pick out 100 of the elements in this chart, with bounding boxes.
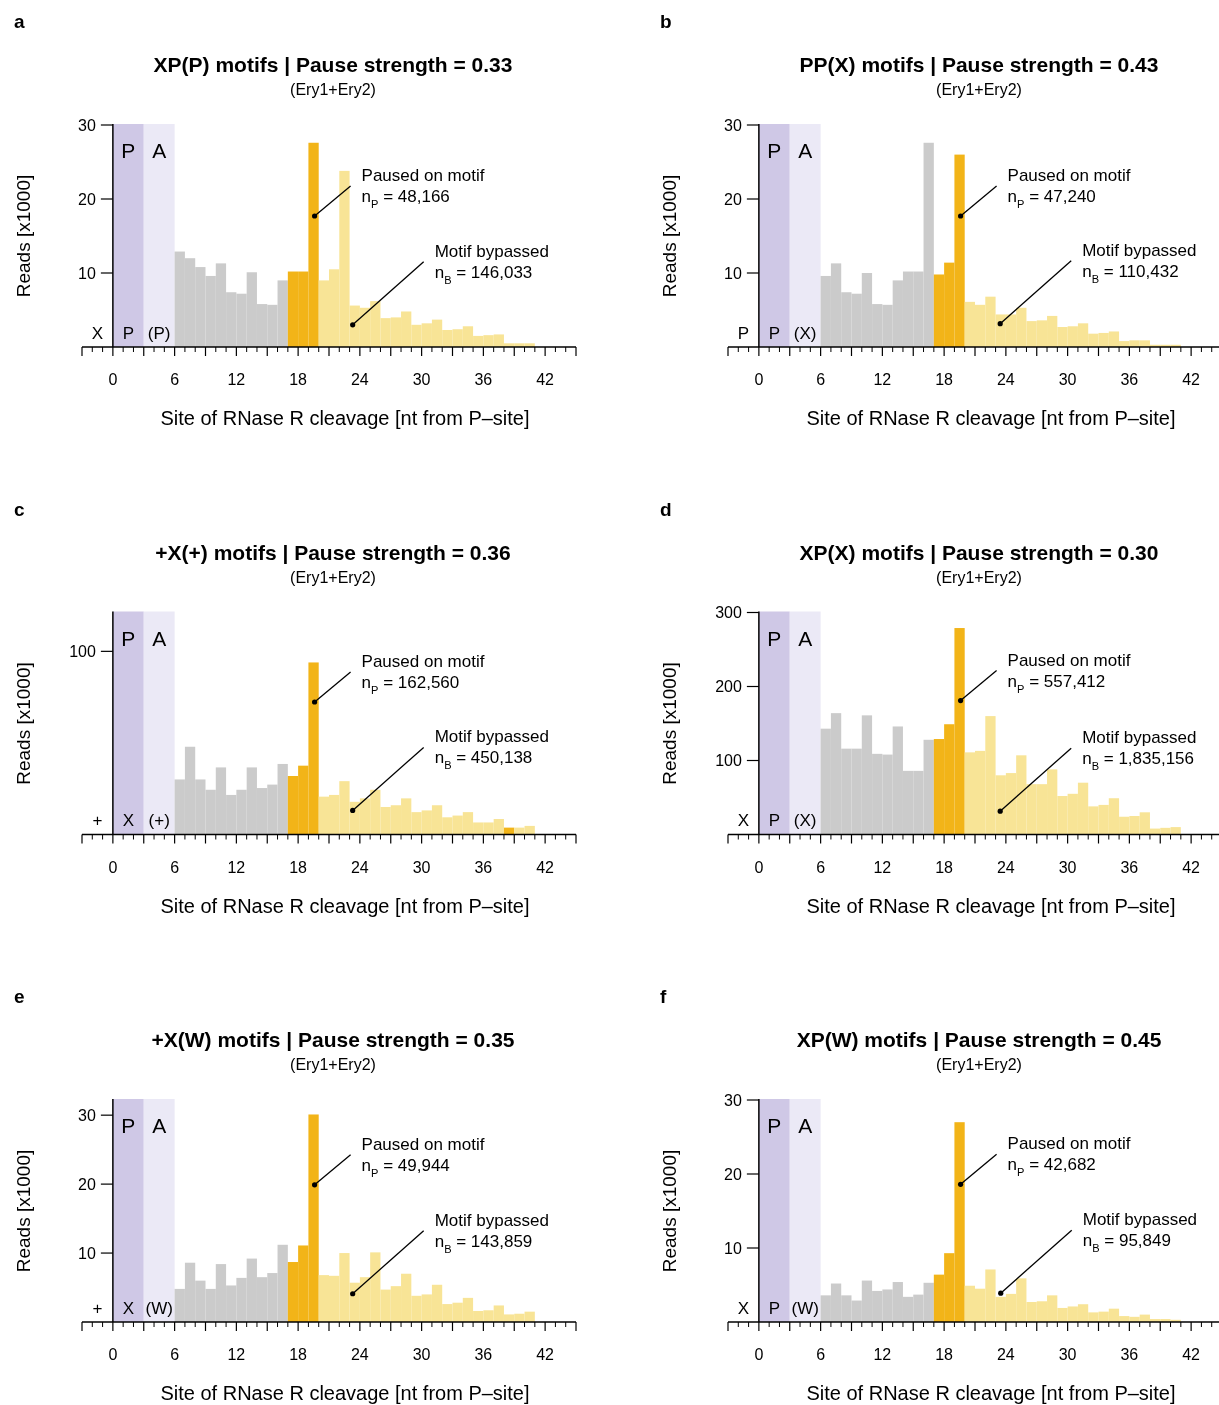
- x-tick-label: 0: [754, 371, 764, 388]
- x-tick-label: 24: [996, 371, 1015, 388]
- text: a: [14, 11, 25, 32]
- x-tick-label: 12: [227, 858, 246, 876]
- annotation: Paused on motif n$_{P}$ = 47,240: [1007, 166, 1131, 211]
- annotation: X: [737, 811, 750, 831]
- annotation: Motif bypassed n$_{B}$ = 143,859: [434, 1210, 550, 1255]
- annotation: (+): [148, 811, 170, 831]
- annotation: Paused on motif n$_{P}$ = 162,560: [361, 652, 485, 697]
- x-tick-label: 18: [935, 371, 954, 388]
- chart-subtitle: (Ery1+Ery2): [290, 1056, 376, 1073]
- chart-title: XP(P) motifs | Pause strength = 0.33: [153, 53, 513, 76]
- annotation: Motif bypassed n$_{B}$ = 95,849: [1082, 1210, 1198, 1255]
- y-tick-label: 20: [724, 190, 742, 208]
- x-tick-label: 12: [227, 1346, 246, 1363]
- x-tick-label: 18: [935, 858, 954, 876]
- chart-title: PP(X) motifs | Pause strength = 0.43: [799, 53, 1159, 76]
- x-tick-label: 36: [1120, 1346, 1139, 1363]
- x-tick-label: 42: [1182, 858, 1201, 876]
- band-label: P: [121, 1114, 136, 1137]
- x-tick-label: 6: [816, 858, 826, 876]
- y-axis-title: Reads [x1000]: [13, 174, 34, 298]
- annotation: Paused on motif n$_{P}$ = 49,944: [361, 1134, 485, 1179]
- x-tick-label: 30: [1058, 1346, 1077, 1363]
- band-label: A: [798, 626, 813, 650]
- band-label: P: [121, 626, 136, 650]
- annotation: X: [122, 811, 134, 831]
- x-tick-label: 24: [996, 858, 1015, 876]
- y-tick-label: 100: [715, 752, 742, 770]
- x-tick-label: 42: [1182, 371, 1201, 388]
- x-tick-label: 30: [412, 858, 431, 876]
- text: f: [660, 986, 667, 1007]
- annotation: P: [768, 1298, 780, 1318]
- annotation: X: [737, 1298, 750, 1318]
- x-tick-label: 12: [873, 1346, 892, 1363]
- annotation: P: [122, 323, 134, 343]
- annotation: Motif bypassed n$_{B}$ = 146,033: [434, 241, 550, 286]
- x-tick-label: 36: [474, 1346, 493, 1363]
- annotation: (X): [793, 811, 817, 831]
- x-tick-label: 36: [1120, 858, 1139, 876]
- annotation: Paused on motif n$_{P}$ = 48,166: [361, 166, 485, 211]
- band-label: A: [798, 1114, 813, 1137]
- x-tick-label: 30: [412, 1346, 431, 1363]
- annotation: Paused on motif n$_{P}$ = 42,682: [1007, 1134, 1131, 1179]
- band-label: A: [152, 626, 167, 650]
- chart-subtitle: (Ery1+Ery2): [290, 568, 376, 586]
- y-tick-label: 10: [78, 264, 96, 282]
- chart-title: +X(W) motifs | Pause strength = 0.35: [151, 1028, 515, 1051]
- annotation: Paused on motif n$_{P}$ = 557,412: [1007, 650, 1131, 695]
- x-tick-label: 18: [289, 371, 308, 388]
- text: c: [14, 498, 25, 520]
- x-tick-label: 6: [170, 858, 180, 876]
- text: d: [660, 498, 672, 520]
- annotation: +: [92, 1298, 103, 1318]
- band-label: A: [152, 139, 167, 162]
- x-tick-label: 36: [474, 858, 493, 876]
- x-tick-label: 6: [816, 371, 826, 388]
- x-tick-label: 24: [350, 1346, 369, 1363]
- y-tick-label: 20: [724, 1165, 742, 1183]
- x-tick-label: 12: [873, 371, 892, 388]
- x-tick-label: 42: [1182, 1346, 1201, 1363]
- y-axis-title: Reads [x1000]: [659, 174, 680, 298]
- x-tick-label: 12: [873, 858, 892, 876]
- annotation: Motif bypassed n$_{B}$ = 110,432: [1082, 240, 1197, 285]
- annotation: +: [92, 811, 103, 831]
- chart-subtitle: (Ery1+Ery2): [936, 81, 1022, 98]
- y-tick-label: 20: [78, 190, 96, 208]
- annotation: (P): [147, 323, 171, 343]
- annotation: (X): [793, 323, 817, 343]
- y-tick-label: 10: [724, 264, 742, 282]
- y-tick-label: 200: [715, 678, 742, 696]
- x-tick-label: 18: [935, 1346, 954, 1363]
- x-tick-label: 42: [536, 1346, 555, 1363]
- band-label: A: [152, 1114, 167, 1137]
- y-tick-label: 10: [724, 1239, 742, 1257]
- annotation: P: [737, 323, 750, 343]
- x-axis-title: Site of RNase R cleavage [nt from P–site]: [160, 407, 530, 429]
- chart-subtitle: (Ery1+Ery2): [936, 568, 1022, 586]
- x-axis-title: Site of RNase R cleavage [nt from P–site]: [806, 407, 1176, 429]
- y-axis-title: Reads [x1000]: [659, 1149, 680, 1273]
- y-axis-title: Reads [x1000]: [659, 662, 680, 785]
- chart-title: XP(X) motifs | Pause strength = 0.30: [799, 540, 1159, 564]
- y-tick-label: 30: [724, 116, 742, 134]
- x-tick-label: 24: [996, 1346, 1015, 1363]
- x-tick-label: 42: [536, 371, 555, 388]
- x-tick-label: 12: [227, 371, 246, 388]
- x-axis-title: Site of RNase R cleavage [nt from P–site]: [806, 894, 1176, 917]
- x-tick-label: 6: [816, 1346, 826, 1363]
- text: b: [660, 11, 672, 32]
- chart-title: XP(W) motifs | Pause strength = 0.45: [796, 1028, 1162, 1051]
- x-axis-title: Site of RNase R cleavage [nt from P–site]: [160, 894, 530, 917]
- annotation: P: [768, 811, 780, 831]
- annotation: X: [122, 1298, 134, 1318]
- x-tick-label: 0: [754, 1346, 764, 1363]
- x-tick-label: 6: [170, 1346, 180, 1363]
- y-tick-label: 30: [78, 116, 96, 134]
- y-tick-label: 30: [724, 1091, 742, 1109]
- chart-subtitle: (Ery1+Ery2): [290, 81, 376, 98]
- x-tick-label: 36: [1120, 371, 1139, 388]
- x-axis-title: Site of RNase R cleavage [nt from P–site]: [806, 1382, 1176, 1404]
